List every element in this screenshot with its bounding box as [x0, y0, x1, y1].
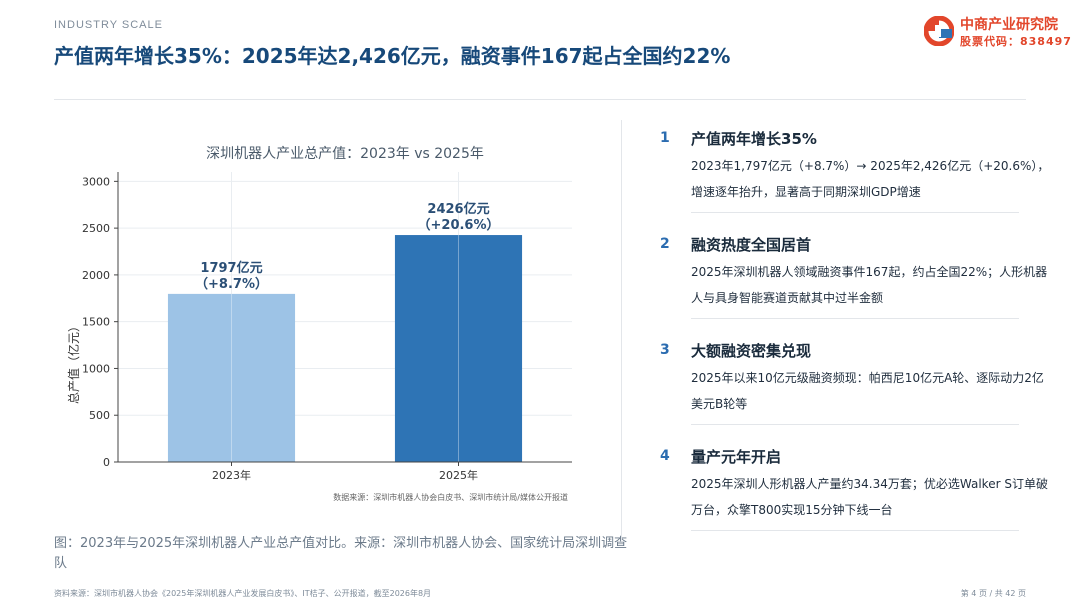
point-number: 4 — [660, 448, 670, 464]
point-number: 1 — [660, 130, 670, 146]
key-point-4: 4 量产元年开启 2025年深圳人形机器人产量约34.34万套；优必选Walke… — [660, 446, 1060, 552]
chart-title: 深圳机器人产业总产值：2023年 vs 2025年 — [206, 146, 484, 162]
section-eyebrow: INDUSTRY SCALE — [54, 19, 163, 31]
y-tick-label: 1500 — [82, 316, 110, 329]
key-point-1: 1 产值两年增长35% 2023年1,797亿元（+8.7%）→ 2025年2,… — [660, 128, 1060, 234]
header-divider — [54, 99, 1026, 100]
point-divider — [691, 424, 1019, 425]
figure-caption: 图：2023年与2025年深圳机器人产业总产值对比。来源：深圳市机器人协会、国家… — [54, 536, 628, 571]
y-tick-label: 0 — [103, 456, 110, 469]
key-point-2: 2 融资热度全国居首 2025年深圳机器人领域融资事件167起，约占全国22%；… — [660, 234, 1060, 340]
page-number: 第 4 页 / 共 42 页 — [960, 589, 1026, 598]
bar-1 — [167, 293, 296, 462]
logo-name: 中商产业研究院 — [960, 17, 1058, 33]
point-divider — [691, 318, 1019, 319]
y-axis-label: 总产值（亿元） — [66, 320, 81, 404]
company-logo: 中商产业研究院 股票代码：838497 — [924, 14, 1074, 48]
point-title: 量产元年开启 — [691, 448, 782, 466]
point-number: 3 — [660, 342, 670, 358]
bar-value-label: 1797亿元 — [200, 260, 262, 276]
point-title: 大额融资密集兑现 — [691, 342, 812, 360]
chart-source-note: 数据来源：深圳市机器人协会白皮书、深圳市统计局/媒体公开报道 — [333, 492, 568, 502]
footer-source: 资料来源：深圳市机器人协会《2025年深圳机器人产业发展白皮书》、IT桔子、公开… — [54, 589, 432, 598]
point-number: 2 — [660, 236, 670, 252]
bar-value-label: 2426亿元 — [427, 201, 489, 217]
logo-stock-code: 股票代码：838497 — [960, 35, 1072, 48]
point-divider — [691, 212, 1019, 213]
bar-2 — [394, 235, 523, 462]
point-title: 融资热度全国居首 — [691, 236, 812, 254]
point-divider — [691, 530, 1019, 531]
bar-growth-label: （+20.6%） — [418, 217, 500, 233]
x-tick-label: 2025年 — [439, 468, 478, 482]
y-tick-label: 2500 — [82, 222, 110, 235]
chart-svg: 深圳机器人产业总产值：2023年 vs 2025年 1797亿元（+8.7%） 2… — [66, 146, 572, 502]
page-title: 产值两年增长35%：2025年达2,426亿元，融资事件167起占全国约22% — [54, 44, 731, 68]
point-title: 产值两年增长35% — [691, 130, 817, 148]
column-divider — [621, 120, 622, 540]
y-tick-label: 500 — [89, 409, 110, 422]
key-points-list: 1 产值两年增长35% 2023年1,797亿元（+8.7%）→ 2025年2,… — [660, 128, 1060, 552]
point-body: 2025年深圳人形机器人产量约34.34万套；优必选Walker S订单破万台，… — [691, 477, 1048, 517]
point-body: 2023年1,797亿元（+8.7%）→ 2025年2,426亿元（+20.6%… — [691, 159, 1050, 199]
bar-growth-label: （+8.7%） — [195, 276, 268, 292]
key-point-3: 3 大额融资密集兑现 2025年以来10亿元级融资频现：帕西尼10亿元A轮、逐际… — [660, 340, 1060, 446]
bar-chart: 深圳机器人产业总产值：2023年 vs 2025年 1797亿元 （+8.7%） 2… — [54, 120, 594, 520]
y-tick-label: 3000 — [82, 175, 110, 188]
y-tick-label: 2000 — [82, 269, 110, 282]
point-body: 2025年以来10亿元级融资频现：帕西尼10亿元A轮、逐际动力2亿美元B轮等 — [691, 371, 1044, 411]
y-tick-label: 1000 — [82, 362, 110, 375]
logo-mark-icon — [924, 16, 954, 46]
x-tick-label: 2023年 — [212, 468, 251, 482]
point-body: 2025年深圳机器人领域融资事件167起，约占全国22%；人形机器人与具身智能赛… — [691, 265, 1048, 305]
